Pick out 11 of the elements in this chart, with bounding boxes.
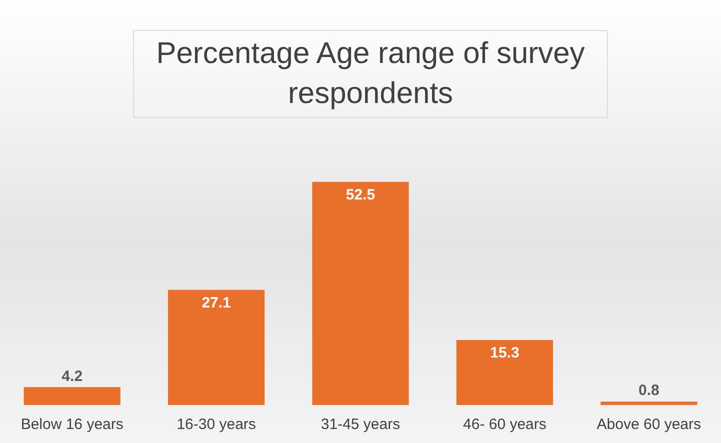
x-tick-label: Below 16 years (20, 416, 124, 434)
x-tick-label: 16-30 years (176, 416, 256, 434)
data-label: 27.1 (202, 294, 231, 312)
data-label: 15.3 (490, 344, 520, 362)
x-tick-label: 46- 60 years (463, 416, 546, 434)
data-label: 52.5 (346, 186, 376, 204)
chart-title: Percentage Age range of survey respondents (133, 30, 608, 118)
x-tick-label: 31-45 years (320, 416, 400, 434)
x-tick-label: Above 60 years (596, 416, 702, 434)
data-label: 0.8 (638, 382, 660, 400)
data-label: 4.2 (62, 368, 83, 385)
